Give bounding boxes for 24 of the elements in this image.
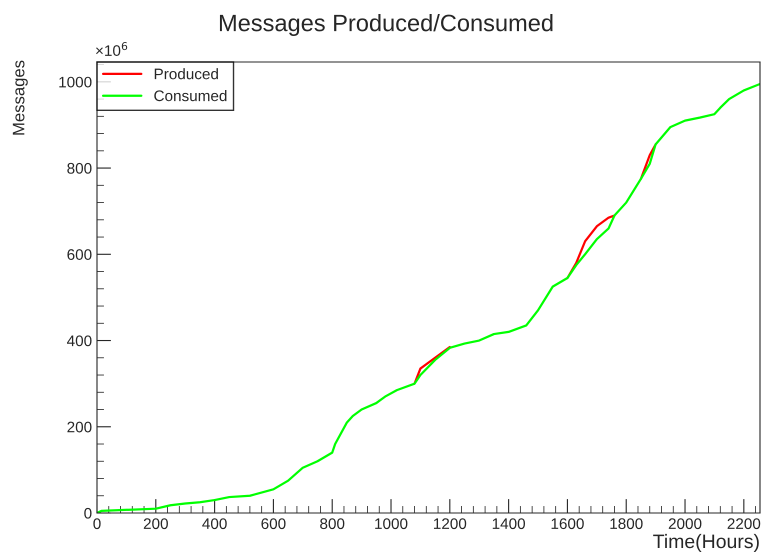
y-tick-label: 400 — [67, 335, 92, 346]
x-tick-label: 400 — [202, 518, 227, 530]
y-tick-label: 600 — [67, 249, 92, 260]
legend-label: Consumed — [154, 90, 226, 102]
y-axis-title: Messages — [12, 60, 28, 135]
y-tick-label: 1000 — [59, 76, 92, 88]
y-tick-label: 200 — [67, 422, 92, 432]
x-tick-label: 1600 — [552, 518, 584, 530]
x-tick-label: 2000 — [668, 518, 702, 530]
x-axis-title: Time(Hours) — [653, 534, 759, 552]
x-tick-label: 1200 — [434, 518, 466, 530]
x-tick-label: 600 — [261, 518, 286, 530]
text: ×10$^{6}$ — [96, 42, 128, 56]
x-tick-label: 200 — [144, 518, 168, 530]
y-tick-label: 800 — [67, 162, 92, 174]
x-tick-label: 2200 — [728, 518, 760, 530]
x-tick-label: 1400 — [492, 518, 526, 530]
x-tick-label: 0 — [93, 518, 101, 530]
x-tick-label: 1800 — [610, 518, 643, 530]
x-tick-label: 800 — [320, 518, 344, 530]
chart-title: Messages Produced/Consumed — [220, 14, 552, 36]
x-tick-label: 1000 — [375, 518, 408, 530]
y-tick-label: 0 — [84, 508, 92, 519]
legend-label: Produced — [154, 68, 218, 80]
